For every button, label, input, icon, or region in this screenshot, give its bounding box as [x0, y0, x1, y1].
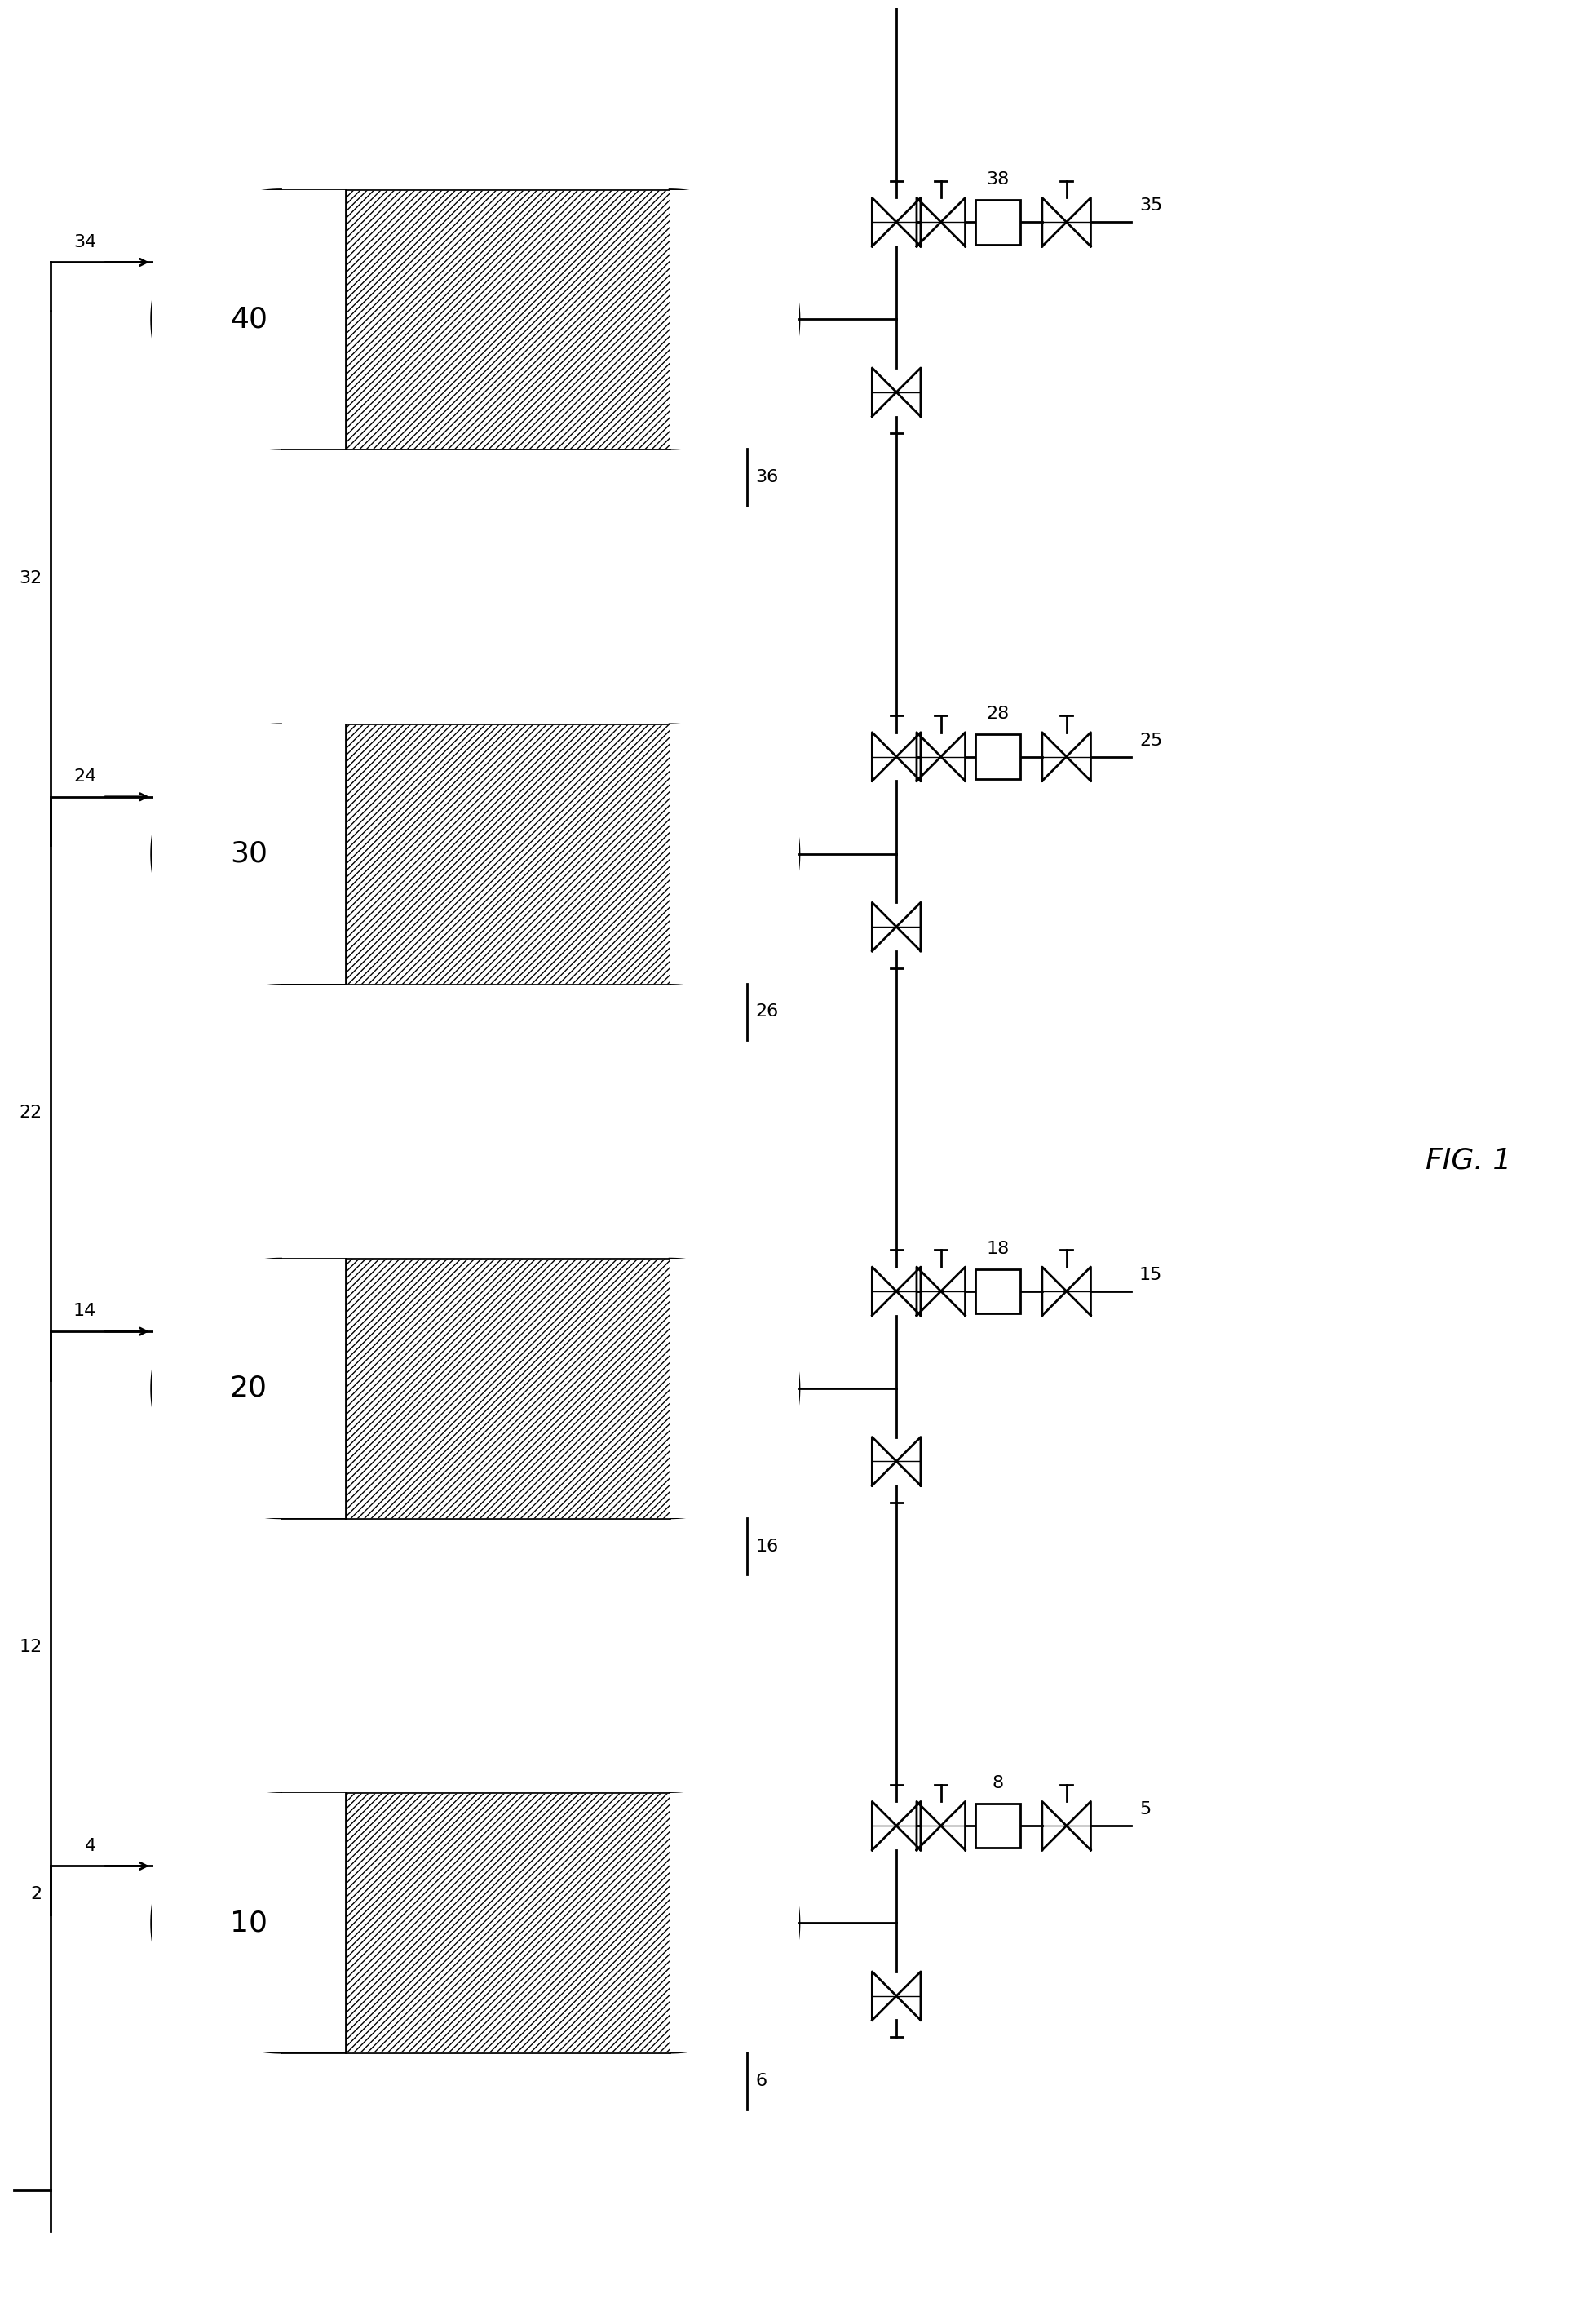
Bar	[670, 724, 800, 984]
Bar	[670, 1793, 800, 2053]
Text: 6: 6	[755, 2072, 768, 2088]
Bar	[346, 1793, 670, 2053]
Bar	[346, 1260, 670, 1517]
Text: 40: 40	[230, 306, 268, 334]
Text: 10: 10	[230, 1909, 268, 1937]
Text: 32: 32	[19, 571, 41, 587]
Bar	[152, 190, 346, 448]
Text: 16: 16	[755, 1538, 779, 1554]
Bar	[975, 1269, 1020, 1313]
Text: 2: 2	[30, 1886, 41, 1902]
Text: 14: 14	[73, 1304, 96, 1320]
Text: 22: 22	[19, 1104, 41, 1121]
Bar	[346, 190, 670, 448]
Text: 12: 12	[19, 1640, 41, 1656]
Text: 5: 5	[1140, 1800, 1151, 1817]
Text: 18: 18	[986, 1241, 1009, 1257]
Bar	[670, 1260, 800, 1517]
Text: 28: 28	[986, 705, 1009, 722]
Text: 24: 24	[73, 768, 96, 784]
Bar	[975, 1803, 1020, 1849]
Bar	[975, 200, 1020, 244]
Text: 36: 36	[755, 469, 779, 485]
Text: 34: 34	[73, 234, 96, 251]
Text: 35: 35	[1140, 197, 1162, 213]
Text: 38: 38	[986, 172, 1009, 188]
Text: 4: 4	[85, 1837, 96, 1854]
Bar	[152, 724, 346, 984]
Bar	[152, 1260, 346, 1517]
Text: 26: 26	[755, 1005, 779, 1021]
Text: FIG. 1: FIG. 1	[1425, 1146, 1511, 1174]
Text: 8: 8	[991, 1775, 1004, 1791]
Text: 15: 15	[1140, 1267, 1162, 1283]
Text: 25: 25	[1140, 733, 1162, 749]
Text: 20: 20	[230, 1373, 268, 1401]
Bar	[346, 724, 670, 984]
Text: 30: 30	[230, 840, 268, 868]
Bar	[152, 1793, 346, 2053]
Bar	[975, 735, 1020, 780]
Bar	[670, 190, 800, 448]
